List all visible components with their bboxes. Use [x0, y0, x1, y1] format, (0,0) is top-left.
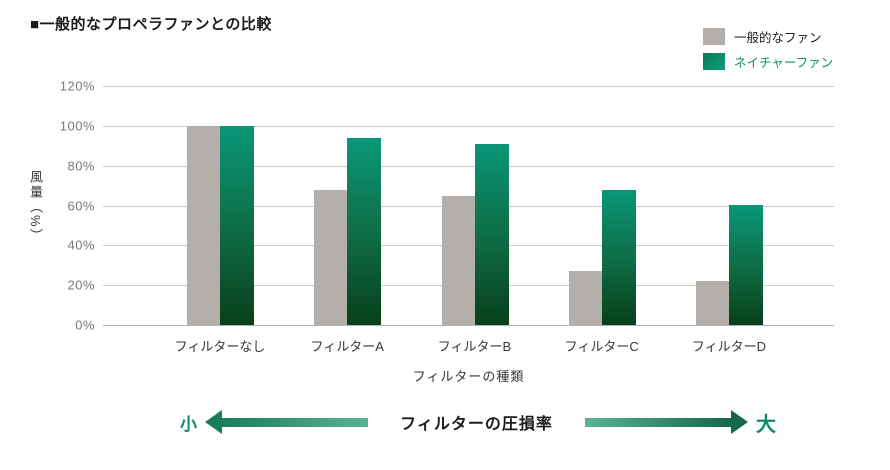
x-tick-label: フィルターC [564, 339, 639, 354]
bar-nature-fan-1 [220, 126, 254, 325]
scale-center-label: フィルターの圧損率 [400, 416, 553, 433]
y-tick-label: 40% [67, 237, 95, 253]
scale-small-label: 小 [180, 414, 197, 434]
bar-nature-fan-2 [347, 138, 382, 325]
x-tick-label: フィルターB [437, 339, 512, 354]
green-gradient-swatch [703, 52, 725, 70]
legend-item-general-fan: 一般的なファン [703, 27, 833, 45]
gridline [103, 166, 834, 167]
right-arrow-head-icon [731, 410, 748, 434]
gridline [103, 126, 834, 127]
gridline [103, 86, 834, 87]
plot-area [103, 86, 834, 326]
bar-nature-fan-4 [601, 190, 636, 325]
y-tick-label: 60% [67, 198, 95, 214]
bar-general-fan-5 [696, 281, 729, 325]
bar-nature-fan-5 [729, 205, 763, 325]
scale-large-label: 大 [756, 413, 776, 436]
gray-swatch [703, 27, 725, 45]
right-arrow [585, 410, 748, 434]
bar-general-fan-1 [187, 126, 220, 325]
bar-general-fan-3 [441, 196, 475, 325]
x-tick-label: フィルターA [310, 339, 384, 354]
gridline [103, 325, 834, 326]
chart-title: ■一般的なプロペラファンとの比較 [30, 16, 272, 33]
legend-label-nature-fan: ネイチャーファン [734, 55, 834, 70]
y-axis-title: 風量（%） [28, 170, 43, 244]
bar-general-fan-2 [314, 190, 348, 325]
legend-label-general-fan: 一般的なファン [734, 30, 822, 45]
y-tick-label: 0% [75, 317, 95, 333]
pressure-loss-scale: 小 フィルターの圧損率 大 [180, 408, 776, 436]
bar-general-fan-4 [568, 271, 602, 325]
y-tick-label: 20% [67, 277, 95, 293]
x-axis-title: フィルターの種類 [412, 369, 525, 384]
y-tick-label: 120% [59, 78, 95, 94]
left-arrow [205, 410, 368, 434]
legend: 一般的なファン ネイチャーファン [703, 27, 833, 77]
bar-nature-fan-3 [474, 144, 509, 325]
x-tick-label: フィルターなし [174, 339, 266, 354]
legend-item-nature-fan: ネイチャーファン [703, 52, 833, 70]
left-arrow-body [222, 417, 368, 427]
x-tick-label: フィルターD [691, 339, 767, 354]
y-tick-label: 100% [59, 118, 95, 134]
y-tick-label: 80% [67, 158, 95, 174]
right-arrow-body [585, 417, 731, 427]
left-arrow-head-icon [205, 410, 222, 434]
